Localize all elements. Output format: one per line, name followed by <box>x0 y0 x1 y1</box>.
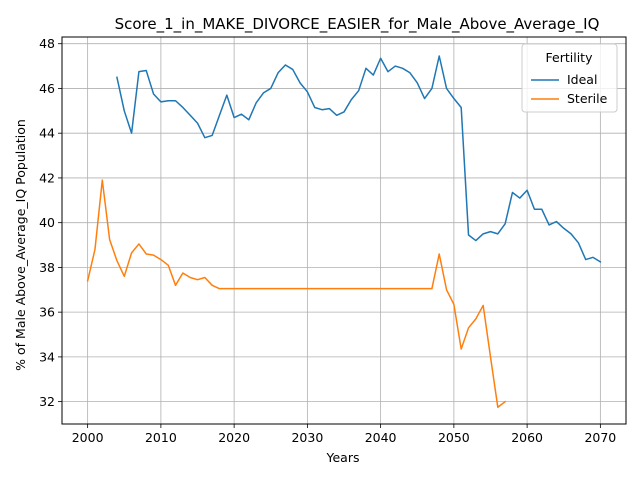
y-tick-label: 42 <box>39 170 55 185</box>
x-tick-label: 2070 <box>584 430 616 445</box>
legend-entry-sterile: Sterile <box>567 91 608 106</box>
y-tick-label: 46 <box>39 81 55 96</box>
y-tick-label: 48 <box>39 36 55 51</box>
legend-title: Fertility <box>546 50 594 65</box>
legend-entry-ideal: Ideal <box>567 72 597 87</box>
x-tick-label: 2000 <box>72 430 104 445</box>
x-tick-label: 2010 <box>145 430 177 445</box>
y-tick-label: 36 <box>39 305 55 320</box>
y-tick-label: 44 <box>39 126 55 141</box>
y-tick-label: 40 <box>39 215 55 230</box>
x-tick-label: 2050 <box>438 430 470 445</box>
y-tick-label: 34 <box>39 349 55 364</box>
x-tick-label: 2020 <box>218 430 250 445</box>
y-tick-label: 38 <box>39 260 55 275</box>
series-line-sterile <box>88 180 506 407</box>
y-tick-label: 32 <box>39 394 55 409</box>
x-tick-label: 2040 <box>365 430 397 445</box>
chart-title: Score_1_in_MAKE_DIVORCE_EASIER_for_Male_… <box>115 15 600 34</box>
x-tick-label: 2030 <box>291 430 323 445</box>
x-axis-label: Years <box>326 450 360 465</box>
y-axis-label: % of Male Above_Average_IQ Population <box>13 119 28 371</box>
y-axis-ticks: 32 34 36 38 40 42 44 46 48 <box>39 36 62 409</box>
legend: Fertility Ideal Sterile <box>522 44 617 112</box>
x-axis-ticks: 2000 2010 2020 2030 2040 2050 2060 2070 <box>72 424 617 445</box>
x-tick-label: 2060 <box>511 430 543 445</box>
